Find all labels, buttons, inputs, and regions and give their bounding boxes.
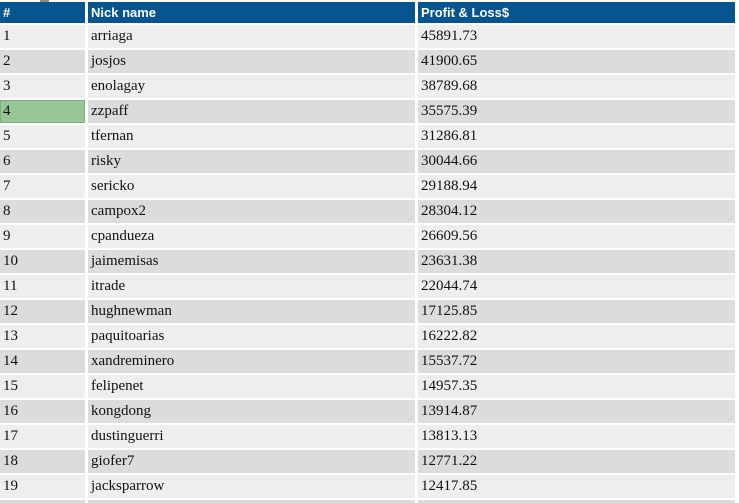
table-row: 13 paquitoarias 16222.82 — [0, 325, 735, 348]
pnl-cell: 23631.38 — [418, 250, 735, 273]
table-row: 18 giofer7 12771.22 — [0, 450, 735, 473]
rank-cell: 10 — [0, 250, 85, 273]
table-row: 6 risky 30044.66 — [0, 150, 735, 173]
nick-cell: risky — [88, 150, 415, 173]
table-row: 14 xandreminero 15537.72 — [0, 350, 735, 373]
rank-cell: 5 — [0, 125, 85, 148]
pnl-cell: 13813.13 — [418, 425, 735, 448]
table-row: 15 felipenet 14957.35 — [0, 375, 735, 398]
rank-cell: 1 — [0, 25, 85, 48]
table-row: 9 cpandueza 26609.56 — [0, 225, 735, 248]
partial-pnl-cell — [418, 500, 735, 503]
pnl-cell: 12771.22 — [418, 450, 735, 473]
table-header-row: # Nick name Profit & Loss$ — [0, 2, 735, 23]
column-header-pnl: Profit & Loss$ — [418, 2, 735, 23]
nick-cell: dustinguerri — [88, 425, 415, 448]
nick-cell: hughnewman — [88, 300, 415, 323]
table-row: 19 jacksparrow 12417.85 — [0, 475, 735, 498]
rank-cell: 17 — [0, 425, 85, 448]
pnl-cell: 38789.68 — [418, 75, 735, 98]
partial-nick-cell — [88, 500, 415, 503]
table-row: 16 kongdong 13914.87 — [0, 400, 735, 423]
table-row: 11 itrade 22044.74 — [0, 275, 735, 298]
nick-cell: kongdong — [88, 400, 415, 423]
nick-cell: jaimemisas — [88, 250, 415, 273]
column-header-nick: Nick name — [88, 2, 415, 23]
rank-cell: 14 — [0, 350, 85, 373]
nick-cell: xandreminero — [88, 350, 415, 373]
rank-cell: 9 — [0, 225, 85, 248]
rank-cell: 7 — [0, 175, 85, 198]
rank-cell: 12 — [0, 300, 85, 323]
rank-cell: 16 — [0, 400, 85, 423]
nick-cell: josjos — [88, 50, 415, 73]
pnl-cell: 35575.39 — [418, 100, 735, 123]
pnl-cell: 41900.65 — [418, 50, 735, 73]
rank-cell: 8 — [0, 200, 85, 223]
nick-cell: campox2 — [88, 200, 415, 223]
pnl-cell: 45891.73 — [418, 25, 735, 48]
pnl-cell: 14957.35 — [418, 375, 735, 398]
rank-cell: 15 — [0, 375, 85, 398]
table-body: 1 arriaga 45891.73 2 josjos 41900.65 3 enolagay… — [0, 25, 735, 498]
table-row: 5 tfernan 31286.81 — [0, 125, 735, 148]
pnl-cell: 31286.81 — [418, 125, 735, 148]
pnl-cell: 30044.66 — [418, 150, 735, 173]
nick-cell: jacksparrow — [88, 475, 415, 498]
nick-cell: enolagay — [88, 75, 415, 98]
rank-cell: 18 — [0, 450, 85, 473]
pnl-cell: 29188.94 — [418, 175, 735, 198]
pnl-cell: 15537.72 — [418, 350, 735, 373]
rank-cell: 13 — [0, 325, 85, 348]
nick-cell: itrade — [88, 275, 415, 298]
table-row: 7 sericko 29188.94 — [0, 175, 735, 198]
table-row: 2 josjos 41900.65 — [0, 50, 735, 73]
rank-cell: 19 — [0, 475, 85, 498]
rank-cell: 6 — [0, 150, 85, 173]
table-row: 4 zzpaff 35575.39 — [0, 100, 735, 123]
partial-next-row — [0, 500, 735, 503]
pnl-cell: 22044.74 — [418, 275, 735, 298]
nick-cell: sericko — [88, 175, 415, 198]
nick-cell: paquitoarias — [88, 325, 415, 348]
pnl-cell: 28304.12 — [418, 200, 735, 223]
column-header-rank: # — [0, 2, 85, 23]
pnl-cell: 17125.85 — [418, 300, 735, 323]
nick-cell: cpandueza — [88, 225, 415, 248]
nick-cell: felipenet — [88, 375, 415, 398]
table-row: 3 enolagay 38789.68 — [0, 75, 735, 98]
nick-cell: giofer7 — [88, 450, 415, 473]
pnl-cell: 16222.82 — [418, 325, 735, 348]
cropped-text-artifact — [40, 0, 49, 2]
pnl-cell: 26609.56 — [418, 225, 735, 248]
partial-rank-cell — [0, 500, 85, 503]
table-row: 10 jaimemisas 23631.38 — [0, 250, 735, 273]
rank-cell-highlighted: 4 — [0, 100, 85, 123]
rank-cell: 11 — [0, 275, 85, 298]
nick-cell: arriaga — [88, 25, 415, 48]
nick-cell: zzpaff — [88, 100, 415, 123]
table-row: 8 campox2 28304.12 — [0, 200, 735, 223]
rank-cell: 3 — [0, 75, 85, 98]
table-row: 1 arriaga 45891.73 — [0, 25, 735, 48]
pnl-cell: 13914.87 — [418, 400, 735, 423]
nick-cell: tfernan — [88, 125, 415, 148]
pnl-cell: 12417.85 — [418, 475, 735, 498]
table-row: 12 hughnewman 17125.85 — [0, 300, 735, 323]
rank-cell: 2 — [0, 50, 85, 73]
table-row: 17 dustinguerri 13813.13 — [0, 425, 735, 448]
